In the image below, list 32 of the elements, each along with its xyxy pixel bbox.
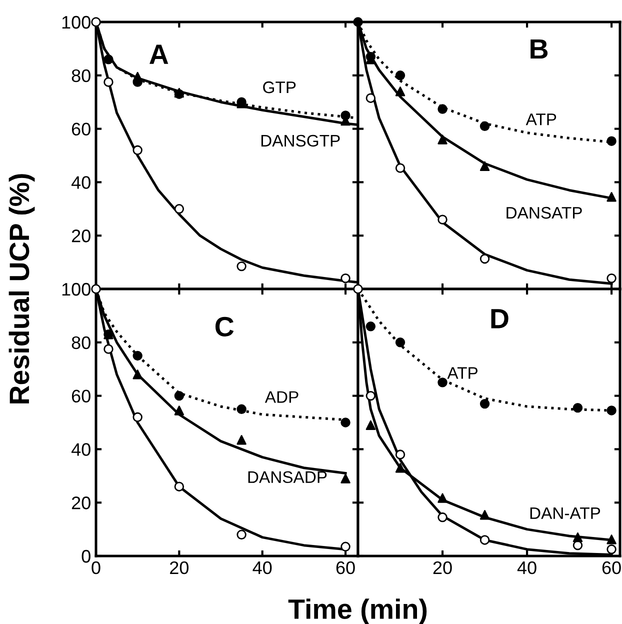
x-tick-label: 60: [336, 561, 355, 574]
y-tick-label: 40: [71, 443, 90, 456]
y-tick-label: 20: [72, 496, 90, 510]
annotation: DANSGTP: [261, 134, 340, 147]
annotation: ATP: [447, 367, 478, 379]
y-tick-label: 80: [72, 336, 90, 350]
annotation: DANSATP: [506, 206, 582, 219]
x-tick-label: 40: [517, 561, 536, 574]
y-tick-label: 100: [62, 16, 90, 29]
x-tick-label: 0: [92, 561, 100, 574]
annotation: D: [491, 309, 508, 328]
x-tick-label: 20: [170, 561, 189, 574]
y-tick-label: 60: [72, 390, 90, 403]
y-tick-label: 20: [72, 230, 90, 242]
x-tick-label: 60: [602, 561, 621, 574]
y-tick-label: 40: [71, 176, 90, 189]
x-tick-label: 40: [252, 561, 272, 574]
annotation: B: [530, 39, 548, 59]
annotation: DAN-ATP: [530, 507, 600, 519]
x-tick-label: 20: [433, 561, 452, 574]
y-tick-label: 60: [72, 122, 90, 136]
annotation: GTP: [263, 81, 296, 94]
y-axis-title: Residual UCP (%): [8, 174, 35, 404]
annotation: DANSADP: [248, 471, 327, 484]
y-tick-label: 0: [82, 550, 90, 563]
annotation: C: [215, 316, 234, 337]
y-tick-label: 100: [62, 282, 90, 296]
y-tick-label: 80: [72, 69, 90, 82]
x-axis-title: Time (min): [288, 598, 427, 624]
annotation: A: [150, 44, 168, 64]
annotation: ADP: [264, 391, 298, 403]
annotation: ATP: [526, 114, 556, 126]
